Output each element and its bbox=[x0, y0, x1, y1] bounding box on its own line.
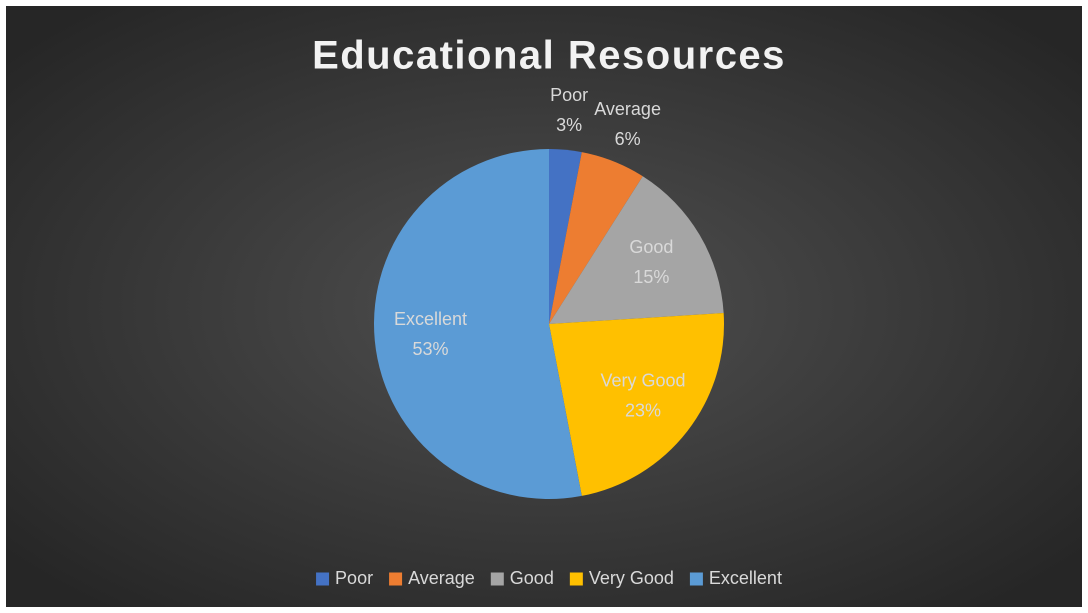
data-label-category: Good bbox=[629, 237, 673, 257]
pie-slice bbox=[549, 176, 724, 324]
legend-swatch bbox=[316, 572, 330, 586]
legend-swatch bbox=[389, 572, 403, 586]
data-label-value: 15% bbox=[633, 267, 669, 287]
pie-slice bbox=[549, 152, 643, 324]
pie-slice bbox=[373, 149, 582, 499]
data-label-category: Very Good bbox=[600, 371, 685, 391]
pie-slice bbox=[549, 313, 724, 496]
legend-label: Very Good bbox=[589, 568, 674, 588]
legend-label: Excellent bbox=[709, 568, 782, 588]
data-label-value: 53% bbox=[413, 339, 449, 359]
legend-swatch bbox=[689, 572, 703, 586]
legend-label: Average bbox=[408, 568, 475, 588]
data-label-value: 3% bbox=[556, 115, 582, 135]
legend-label: Good bbox=[510, 568, 554, 588]
data-label-category: Average bbox=[594, 99, 661, 119]
data-label-category: Excellent bbox=[394, 309, 467, 329]
legend-swatch bbox=[569, 572, 583, 586]
legend-label: Poor bbox=[335, 568, 373, 588]
data-label-value: 23% bbox=[625, 401, 661, 421]
data-label-category: Poor bbox=[550, 85, 588, 105]
chart-title: Educational Resources bbox=[312, 34, 786, 78]
legend-swatch bbox=[490, 572, 504, 586]
data-label-value: 6% bbox=[615, 129, 641, 149]
pie-slice bbox=[549, 149, 582, 324]
